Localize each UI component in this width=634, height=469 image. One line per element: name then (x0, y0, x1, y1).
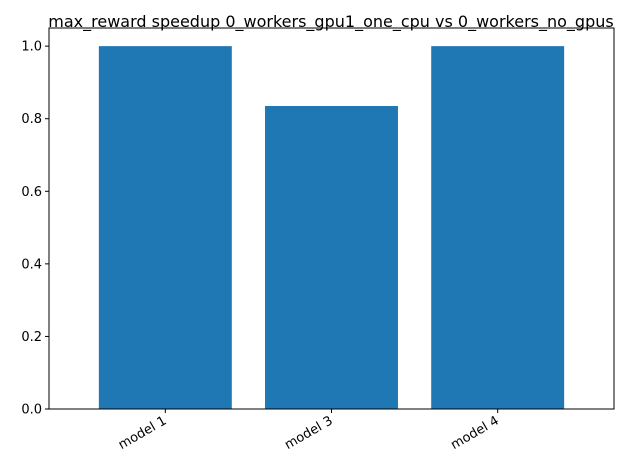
x-axis: model 1 model 3 model 4 (116, 409, 502, 453)
y-axis: 0.0 0.2 0.4 0.6 0.8 1.0 (21, 40, 49, 418)
y-tick-label: 0.8 (21, 112, 42, 127)
y-tick-label: 0.6 (21, 185, 42, 200)
y-tick-label: 1.0 (21, 40, 42, 55)
x-tick-label: model 1 (116, 413, 169, 452)
bar-model-4 (431, 46, 565, 410)
bar-model-3 (265, 106, 398, 409)
bars-layer (98, 46, 565, 410)
y-tick-label: 0.0 (21, 403, 42, 418)
plot-frame (48, 27, 615, 410)
y-tick-label: 0.4 (21, 257, 42, 272)
x-tick-label: model 3 (282, 413, 335, 452)
bar-model-1 (98, 46, 232, 410)
x-tick-label: model 4 (448, 413, 501, 452)
chart-title: max_reward speedup 0_workers_gpu1_one_cp… (48, 12, 613, 32)
y-tick-label: 0.2 (21, 330, 42, 345)
